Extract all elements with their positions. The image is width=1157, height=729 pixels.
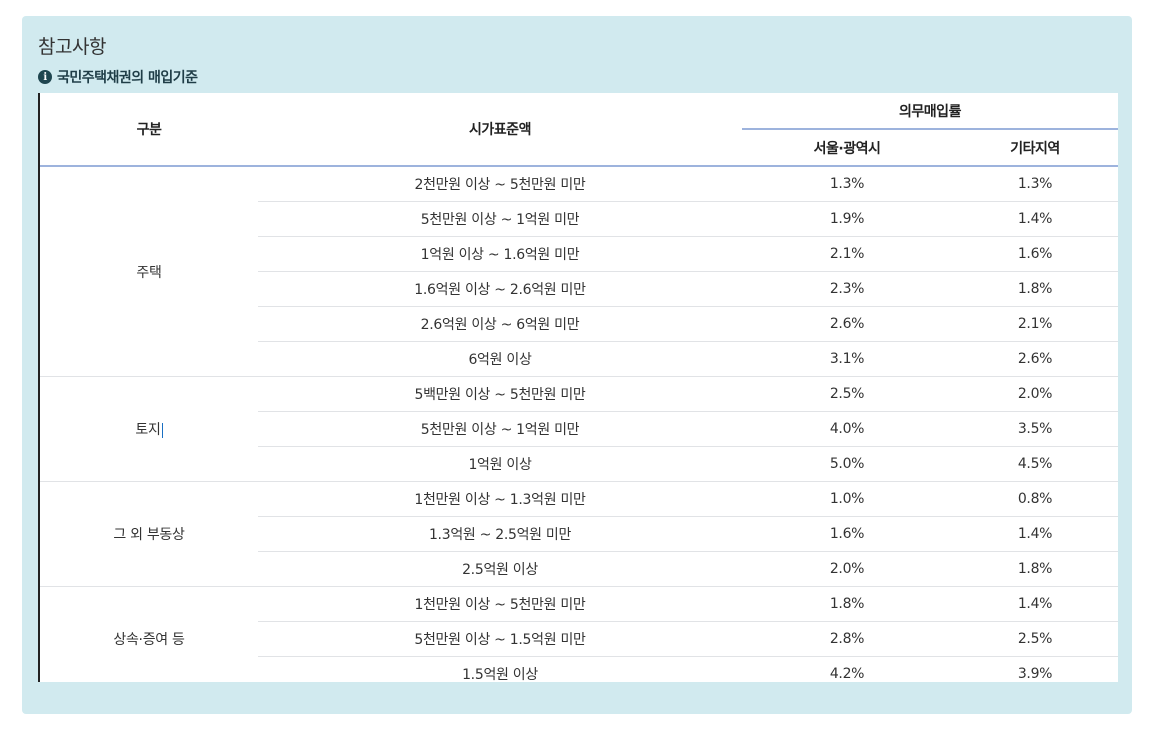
table-row: 주택 2천만원 이상 ~ 5천만원 미만 1.3% 1.3% — [40, 166, 1118, 377]
table-row: 1억원 이상 5.0% 4.5% — [40, 446, 1118, 482]
table-row: 그 외 부동상 1천만원 이상 ~ 1.3억원 미만 1.0% 0.8% — [40, 481, 1118, 587]
range-cell: 1천만원 이상 ~ 1.3억원 미만 — [258, 481, 742, 517]
other-rate-cell: 2.6% — [952, 341, 1118, 377]
seoul-rate-cell: 4.2% — [829, 666, 865, 682]
seoul-rate-cell: 2.1% — [742, 236, 952, 272]
range-cell: 1억원 이상 ~ 1.6억원 미만 — [258, 236, 742, 272]
range-cell: 1.5억원 이상 — [462, 667, 538, 683]
table-row: 2.5억원 이상 2.0% 1.8% — [40, 551, 1118, 587]
seoul-rate-cell: 2.0% — [742, 551, 952, 587]
range-cell: 1.6억원 이상 ~ 2.6억원 미만 — [258, 271, 742, 307]
category-label: 토지 — [135, 422, 161, 438]
table-row: 5천만원 이상 ~ 1.5억원 미만 2.8% 2.5% — [40, 621, 1118, 657]
table-row: 토지 5백만원 이상 ~ 5천만원 미만 2.5% 2.0% — [40, 376, 1118, 482]
range-cell: 5백만원 이상 ~ 5천만원 미만 — [258, 376, 742, 412]
range-cell: 5천만원 이상 ~ 1억원 미만 — [258, 411, 742, 447]
seoul-rate-cell: 1.0% — [742, 481, 952, 517]
range-cell: 2.6억원 이상 ~ 6억원 미만 — [258, 306, 742, 342]
range-cell: 6억원 이상 — [258, 341, 742, 377]
other-rate-cell: 3.9% — [1017, 666, 1053, 682]
other-rate-cell: 3.5% — [952, 411, 1118, 447]
seoul-rate-cell: 1.6% — [742, 516, 952, 552]
seoul-rate-cell: 2.6% — [742, 306, 952, 342]
seoul-rate-cell: 2.5% — [742, 376, 952, 412]
seoul-rate-cell: 5.0% — [742, 446, 952, 482]
other-rate-cell: 2.1% — [952, 306, 1118, 342]
table-row: 5천만원 이상 ~ 1억원 미만 1.9% 1.4% — [40, 201, 1118, 237]
other-rate-cell: 4.5% — [952, 446, 1118, 482]
seoul-rate-cell: 4.0% — [742, 411, 952, 447]
header-seoul: 서울·광역시 — [742, 129, 952, 167]
other-rate-cell: 0.8% — [952, 481, 1118, 517]
reference-panel: 참고사항 i 국민주택채권의 매입기준 구분 시가표준액 의무매입률 서울·광역… — [22, 16, 1132, 714]
range-cell: 2천만원 이상 ~ 5천만원 미만 — [258, 166, 742, 202]
category-cell[interactable]: 토지 — [40, 376, 258, 482]
other-rate-cell: 2.0% — [952, 376, 1118, 412]
range-cell: 1천만원 이상 ~ 5천만원 미만 — [258, 586, 742, 622]
other-rate-cell: 1.8% — [952, 551, 1118, 587]
seoul-rate-cell: 1.3% — [742, 166, 952, 202]
header-category: 구분 — [40, 93, 258, 167]
category-cell: 주택 — [40, 166, 258, 377]
table-row: 1.3억원 ~ 2.5억원 미만 1.6% 1.4% — [40, 516, 1118, 552]
table-row: 6억원 이상 3.1% 2.6% — [40, 341, 1118, 377]
subtitle-text: 국민주택채권의 매입기준 — [57, 70, 198, 86]
section-subtitle: i 국민주택채권의 매입기준 — [38, 67, 198, 87]
other-rate-cell: 1.6% — [952, 236, 1118, 272]
header-standard-price: 시가표준액 — [258, 93, 742, 167]
range-cell: 2.5억원 이상 — [258, 551, 742, 587]
range-cell: 5천만원 이상 ~ 1억원 미만 — [258, 201, 742, 237]
seoul-rate-cell: 2.8% — [742, 621, 952, 657]
text-cursor — [161, 422, 163, 438]
header-other: 기타지역 — [952, 129, 1118, 167]
table-row: 5천만원 이상 ~ 1억원 미만 4.0% 3.5% — [40, 411, 1118, 447]
info-icon: i — [38, 70, 52, 84]
seoul-rate-cell: 1.8% — [742, 586, 952, 622]
seoul-rate-cell: 1.9% — [742, 201, 952, 237]
bond-purchase-table: 구분 시가표준액 의무매입률 서울·광역시 기타지역 주택 2천만원 이상 ~ … — [38, 93, 1118, 683]
range-cell: 1억원 이상 — [258, 446, 742, 482]
category-cell: 그 외 부동상 — [40, 481, 258, 587]
table-row: 상속·증여 등 1천만원 이상 ~ 5천만원 미만 1.8% 1.4% — [40, 586, 1118, 648]
other-rate-cell: 1.4% — [952, 586, 1118, 622]
category-cell: 상속·증여 등 — [113, 632, 185, 648]
table-row: 1.5억원 이상 4.2% 3.9% — [40, 657, 1118, 692]
other-rate-cell: 1.8% — [952, 271, 1118, 307]
table-row: 1.6억원 이상 ~ 2.6억원 미만 2.3% 1.8% — [40, 271, 1118, 307]
seoul-rate-cell: 2.3% — [742, 271, 952, 307]
range-cell: 1.3억원 ~ 2.5억원 미만 — [258, 516, 742, 552]
seoul-rate-cell: 3.1% — [742, 341, 952, 377]
range-cell: 5천만원 이상 ~ 1.5억원 미만 — [258, 621, 742, 657]
other-rate-cell: 2.5% — [952, 621, 1118, 657]
header-purchase-rate: 의무매입률 — [742, 93, 1118, 130]
other-rate-cell: 1.4% — [952, 201, 1118, 237]
panel-title: 참고사항 — [38, 36, 106, 58]
table-row: 2.6억원 이상 ~ 6억원 미만 2.6% 2.1% — [40, 306, 1118, 342]
other-rate-cell: 1.3% — [952, 166, 1118, 202]
other-rate-cell: 1.4% — [952, 516, 1118, 552]
table-row: 1억원 이상 ~ 1.6억원 미만 2.1% 1.6% — [40, 236, 1118, 272]
